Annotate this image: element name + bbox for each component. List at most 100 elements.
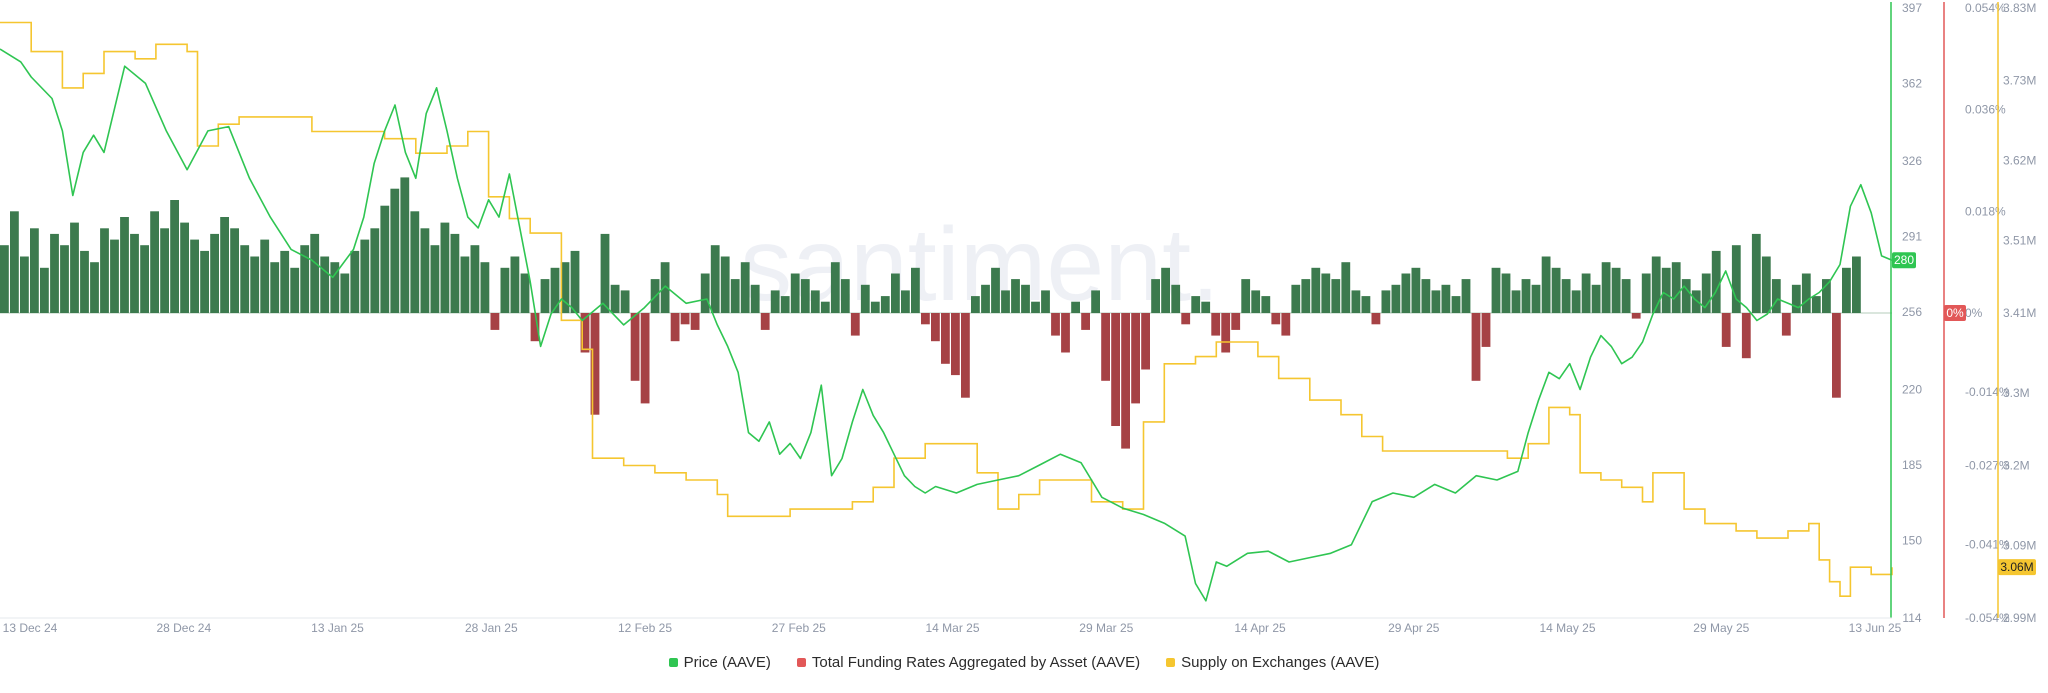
funding-bar bbox=[20, 256, 29, 313]
funding-bar bbox=[1061, 313, 1070, 353]
x-tick-label: 12 Feb 25 bbox=[618, 621, 672, 635]
funding-bar bbox=[1111, 313, 1120, 426]
funding-bar bbox=[1001, 290, 1010, 313]
funding-bar bbox=[820, 301, 830, 313]
funding-bar bbox=[991, 267, 1000, 313]
funding-bar bbox=[400, 177, 410, 313]
price-current-badge-label: 280 bbox=[1894, 253, 1914, 267]
funding-bar bbox=[170, 200, 179, 313]
x-tick-label: 27 Feb 25 bbox=[772, 621, 826, 635]
legend-item-supply[interactable]: Supply on Exchanges (AAVE) bbox=[1166, 654, 1379, 671]
funding-bar bbox=[1191, 296, 1201, 313]
funding-bar bbox=[1231, 313, 1241, 330]
funding-bar bbox=[380, 205, 390, 313]
funding-bar bbox=[1031, 301, 1040, 313]
funding-bar bbox=[760, 313, 770, 330]
funding-bar bbox=[250, 256, 260, 313]
funding-bar bbox=[1391, 284, 1401, 313]
funding-bar bbox=[1611, 267, 1621, 313]
legend-label-funding: Total Funding Rates Aggregated by Asset … bbox=[811, 654, 1141, 671]
funding-bar bbox=[1651, 256, 1661, 313]
funding-bar bbox=[300, 245, 310, 313]
funding-bar bbox=[1731, 245, 1741, 313]
funding-bar bbox=[1171, 284, 1181, 313]
funding-bar bbox=[70, 222, 79, 313]
funding-bar bbox=[1711, 250, 1721, 313]
funding-bar bbox=[1091, 290, 1100, 313]
x-tick-label: 29 May 25 bbox=[1693, 621, 1749, 635]
funding-tick-label: 0.036% bbox=[1965, 103, 2006, 117]
funding-bar bbox=[1011, 279, 1020, 313]
funding-bar bbox=[1771, 279, 1781, 313]
funding-bar bbox=[1431, 290, 1441, 313]
funding-tick-label: 0.054% bbox=[1965, 1, 2006, 15]
funding-bar bbox=[1441, 284, 1451, 313]
funding-bar bbox=[931, 313, 940, 342]
funding-bar bbox=[1751, 233, 1761, 313]
funding-bar bbox=[110, 239, 119, 313]
price-tick-label: 326 bbox=[1902, 154, 1922, 168]
supply-layer bbox=[0, 21, 1893, 597]
funding-bar bbox=[490, 313, 500, 330]
funding-bar bbox=[550, 267, 560, 313]
funding-bar bbox=[880, 296, 890, 313]
funding-bar bbox=[1451, 296, 1461, 313]
price-tick-label: 291 bbox=[1902, 230, 1922, 244]
funding-bar bbox=[280, 250, 290, 313]
funding-bar bbox=[1781, 313, 1791, 336]
funding-bar bbox=[240, 245, 250, 313]
price-tick-label: 256 bbox=[1902, 305, 1922, 319]
x-tick-label: 13 Jun 25 bbox=[1849, 621, 1902, 635]
x-tick-label: 29 Mar 25 bbox=[1079, 621, 1133, 635]
funding-bar bbox=[740, 262, 750, 313]
funding-bar bbox=[1551, 267, 1561, 313]
funding-bar bbox=[390, 188, 400, 313]
legend-item-price[interactable]: Price (AAVE) bbox=[668, 654, 771, 671]
supply-tick-label: 2.99M bbox=[2003, 611, 2036, 625]
funding-bar bbox=[590, 313, 600, 415]
funding-bar bbox=[1621, 279, 1631, 313]
funding-bar bbox=[1571, 290, 1581, 313]
legend-label-price: Price (AAVE) bbox=[683, 654, 771, 671]
x-axis: 13 Dec 24 28 Dec 24 13 Jan 25 28 Jan 25 12 F… bbox=[0, 617, 1902, 635]
legend-label-supply: Supply on Exchanges (AAVE) bbox=[1181, 654, 1380, 671]
price-tick-label: 220 bbox=[1902, 383, 1922, 397]
funding-bar bbox=[670, 313, 680, 342]
funding-bar bbox=[1281, 313, 1291, 336]
funding-bar bbox=[790, 273, 800, 313]
funding-bar bbox=[470, 245, 480, 313]
funding-bar bbox=[420, 228, 430, 313]
funding-bar bbox=[730, 279, 740, 313]
funding-tick-label: -0.054% bbox=[1965, 611, 2010, 625]
funding-bar bbox=[1141, 313, 1150, 370]
funding-bar bbox=[870, 301, 880, 313]
funding-bar bbox=[1021, 284, 1030, 313]
funding-bar bbox=[220, 217, 229, 313]
funding-bar bbox=[580, 313, 590, 353]
funding-bar bbox=[200, 250, 209, 313]
supply-tick-label: 3.62M bbox=[2003, 154, 2036, 168]
funding-bar bbox=[660, 262, 670, 313]
funding-bar bbox=[1071, 301, 1080, 313]
funding-bar bbox=[1761, 256, 1771, 313]
legend-item-funding[interactable]: Total Funding Rates Aggregated by Asset … bbox=[796, 654, 1141, 671]
funding-bar bbox=[891, 273, 900, 313]
supply-tick-label: 3.09M bbox=[2003, 538, 2036, 552]
funding-bar bbox=[1832, 313, 1841, 398]
funding-bar bbox=[921, 313, 930, 325]
price-tick-label: 362 bbox=[1902, 76, 1922, 90]
funding-bar bbox=[1601, 262, 1611, 313]
price-current-badge-bg bbox=[1892, 252, 1916, 269]
funding-bar bbox=[1842, 267, 1851, 313]
funding-bar bbox=[610, 284, 620, 313]
funding-bar bbox=[370, 228, 380, 313]
legend: Price (AAVE) Total Funding Rates Aggrega… bbox=[0, 654, 2048, 671]
supply-current-badge-bg bbox=[1998, 559, 2036, 576]
funding-bar bbox=[850, 313, 860, 336]
funding-bar bbox=[1291, 284, 1301, 313]
funding-bar bbox=[1241, 279, 1251, 313]
funding-bar bbox=[160, 228, 169, 313]
supply-tick-label: 3.51M bbox=[2003, 233, 2036, 247]
funding-bar bbox=[270, 262, 280, 313]
funding-bar bbox=[1321, 273, 1331, 313]
